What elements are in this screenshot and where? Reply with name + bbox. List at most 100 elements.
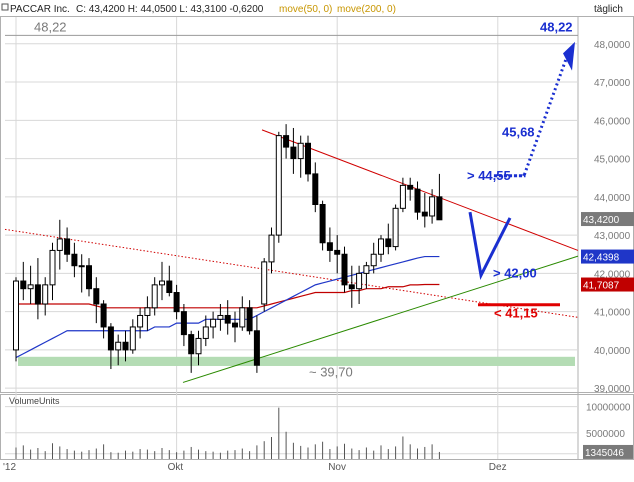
candle [20,261,27,301]
y-tick-label: 42,0000 [594,269,631,280]
header-box [1,3,9,11]
candle-body [414,188,421,213]
candle-body [86,265,92,290]
header-interval: täglich [594,4,623,15]
candle [173,284,180,320]
candle-body [334,249,341,255]
candle [290,127,297,174]
candle-body [173,292,180,313]
candle [78,254,85,293]
candle [246,300,253,335]
candle [224,300,231,335]
candle-body [71,253,78,267]
header-stats: C: 43,4200 H: 44,0500 L: 43,3100 -0,6200 [76,4,264,15]
candle-body [217,314,224,320]
candle-body [202,326,209,339]
candle-body [210,318,217,328]
candle [297,135,304,178]
candle [188,330,195,373]
candle [407,177,414,201]
candle [341,246,348,293]
candle-body [429,196,436,217]
candle-body [78,265,85,268]
candle [378,235,384,262]
candle [71,242,78,278]
candle-body [246,307,253,332]
last-ma200-tag: 41,7087 [583,281,620,292]
candle-body [13,280,19,351]
candle-body [436,196,443,221]
candle-body [224,314,231,324]
candle [202,315,209,347]
volume-last-tag-bg [583,444,633,459]
candle [429,189,436,224]
candle [268,227,275,274]
candle-body [34,284,41,305]
candle-body [42,284,49,305]
candle [86,258,92,297]
candle-body [20,280,27,290]
candle-body [363,265,370,274]
candle-body [151,284,158,309]
y-tick-label: 40,0000 [594,346,631,357]
candle-body [348,284,355,290]
candle-body [64,238,71,255]
candle [122,330,129,362]
y-tick-label: 44,0000 [594,193,631,204]
label-48-left: 48,22 [34,19,67,34]
candle-body [312,173,319,206]
candle-body [93,288,100,305]
label-45-68: 45,68 [502,124,535,139]
candle [326,227,333,262]
candle-body [253,330,260,366]
candle [414,181,421,220]
last-ma50-tag-bg [581,249,634,264]
label-42-00: > 42,00 [493,265,537,280]
candle [232,311,238,343]
candle-body [144,307,151,316]
candle-body [107,326,114,351]
projection-dotted [493,58,568,178]
projection-arrowhead [563,41,575,71]
candle-body [356,272,363,290]
candle [385,223,392,255]
candle [13,277,19,362]
label-41-15: < 41,15 [494,305,538,320]
label-39-70: ~ 39,70 [309,364,353,379]
x-tick-label: Okt [168,462,184,473]
last-close-tag-bg [581,212,634,227]
candle [64,227,71,262]
candle [42,277,49,316]
candle [217,303,224,331]
header-ma50-label: move(50, 0) [279,4,332,15]
candle [151,277,158,316]
last-ma50-tag: 42,4398 [583,253,620,264]
y-tick-label: 45,0000 [594,155,631,166]
last-ma200-tag-bg [581,277,634,292]
candle-body [49,249,56,286]
dotted-trendline [4,228,579,318]
candle [107,323,114,370]
volume-title: VolumeUnits [9,396,60,406]
candle-body [275,135,282,236]
label-44-55: > 44,55 [467,168,511,183]
candle-body [297,142,304,160]
candle-body [319,204,326,244]
candle-body [159,280,165,286]
candle-body [370,253,377,267]
candle-body [290,146,297,160]
candle [195,330,202,366]
candle-body [261,261,268,305]
candle-body [399,184,406,209]
candle [93,277,100,324]
y-tick-label: 41,0000 [594,308,631,319]
lower-trendline [182,255,579,383]
candle [348,265,355,308]
candle [144,296,151,331]
label-48-right: 48,22 [540,19,573,34]
candle [159,261,165,301]
candle-body [283,135,290,148]
candle-body [239,307,246,328]
